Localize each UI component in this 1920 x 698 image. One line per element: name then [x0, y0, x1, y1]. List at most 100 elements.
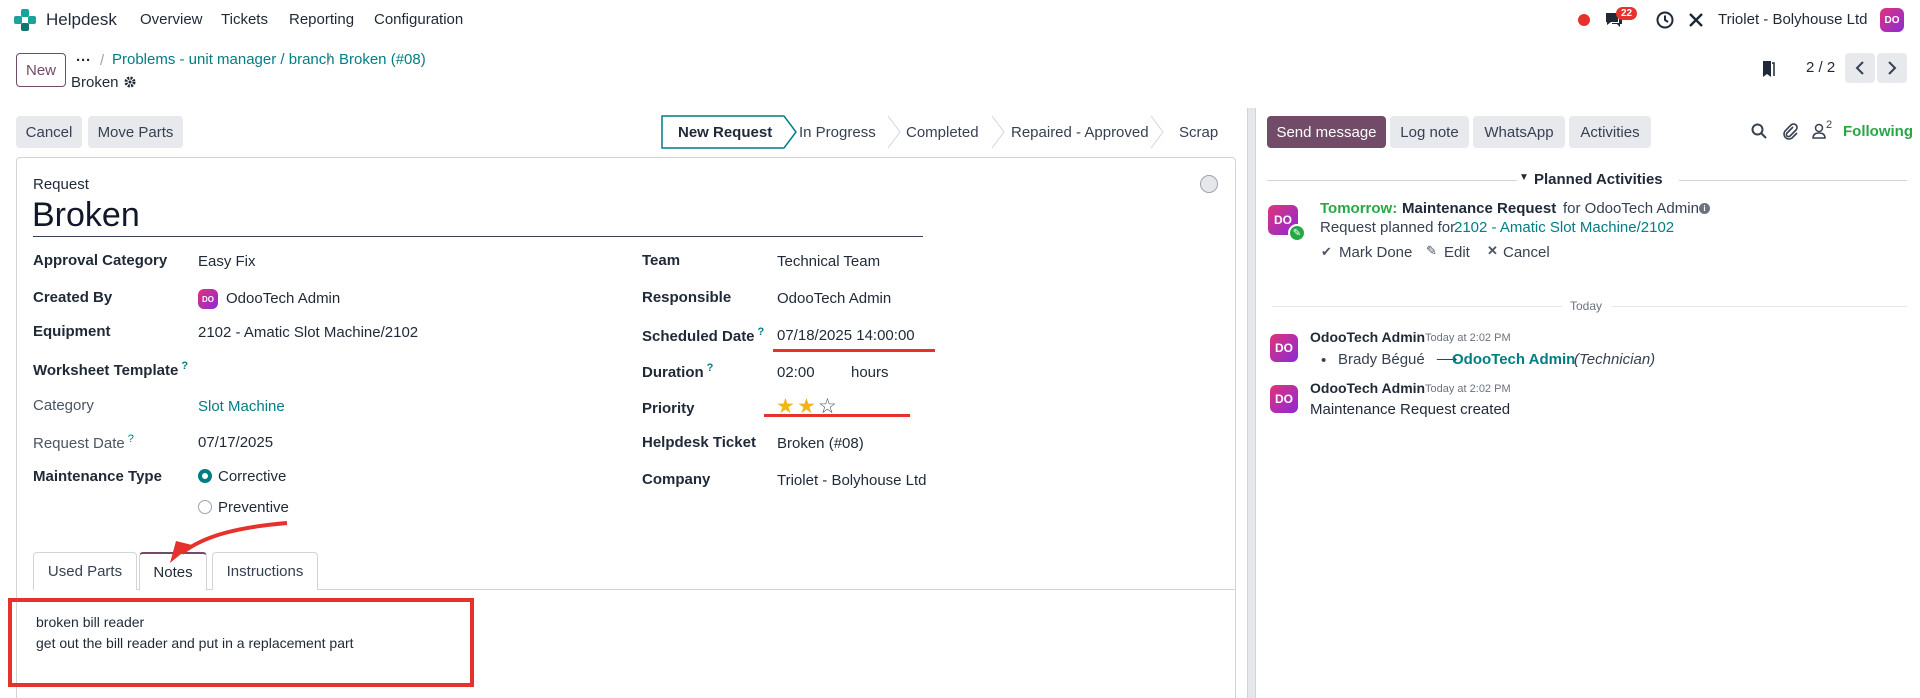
tabs-baseline	[33, 589, 1235, 590]
notes-editor[interactable]: broken bill reader get out the bill read…	[36, 612, 436, 654]
tab-used-parts[interactable]: Used Parts	[33, 552, 137, 590]
message-time: Today at 2:02 PM	[1425, 383, 1511, 395]
planned-divider-left	[1267, 180, 1517, 181]
company-value[interactable]: Triolet - Bolyhouse Ltd	[777, 472, 927, 489]
tools-icon[interactable]	[1687, 11, 1705, 29]
duration-unit: hours	[851, 364, 889, 381]
approval-category-value[interactable]: Easy Fix	[198, 253, 256, 270]
help-icon[interactable]: ?	[127, 433, 134, 445]
cancel-activity-button[interactable]: Cancel	[1503, 244, 1550, 261]
message-avatar[interactable]: DO	[1270, 334, 1298, 362]
cancel-button[interactable]: Cancel	[16, 116, 82, 148]
company-switcher[interactable]: Triolet - Bolyhouse Ltd	[1718, 11, 1868, 28]
breadcrumb-problems[interactable]: Problems - unit manager / branch	[112, 51, 335, 68]
radio-corrective-label[interactable]: Corrective	[218, 468, 287, 485]
message-author[interactable]: OdooTech Admin	[1310, 380, 1426, 396]
new-button[interactable]: New	[16, 53, 66, 87]
request-date-value[interactable]: 07/17/2025	[198, 434, 274, 451]
stage-completed[interactable]: Completed	[906, 123, 979, 141]
pager-next-button[interactable]	[1877, 53, 1907, 83]
helpdesk-logo-icon[interactable]	[14, 9, 36, 31]
stage-in-progress[interactable]: In Progress	[799, 123, 876, 141]
pager-prev-button[interactable]	[1845, 53, 1875, 83]
annotation-arrow	[170, 521, 288, 563]
bullet-icon: •	[1321, 352, 1327, 369]
priority-label: Priority	[642, 400, 695, 417]
stage-new-request[interactable]: New Request	[678, 123, 773, 141]
menu-reporting[interactable]: Reporting	[289, 11, 355, 28]
priority-toggle-circle[interactable]	[1200, 175, 1218, 193]
menu-overview[interactable]: Overview	[140, 11, 203, 28]
pager-value[interactable]: 2 / 2	[1806, 59, 1836, 76]
planned-divider-right	[1679, 180, 1907, 181]
notes-line-1: broken bill reader	[36, 614, 145, 630]
created-by-value[interactable]: OdooTech Admin	[226, 290, 341, 307]
menu-configuration[interactable]: Configuration	[374, 11, 464, 28]
menu-tickets[interactable]: Tickets	[221, 11, 268, 28]
stage-repaired-approved[interactable]: Repaired - Approved	[1011, 123, 1149, 141]
duration-label: Duration?	[642, 362, 714, 381]
radio-corrective[interactable]	[198, 469, 212, 483]
scheduled-date-value[interactable]: 07/18/2025 14:00:00	[777, 327, 915, 344]
message-avatar[interactable]: DO	[1270, 385, 1298, 413]
app-name[interactable]: Helpdesk	[46, 10, 117, 29]
following-button[interactable]: Following	[1843, 123, 1913, 140]
priority-star-1[interactable]: ★	[776, 395, 795, 418]
activity-avatar: DO	[1268, 205, 1298, 235]
planned-activities-title[interactable]: Planned Activities	[1534, 171, 1663, 188]
message-author[interactable]: OdooTech Admin	[1310, 329, 1426, 345]
priority-star-3[interactable]: ☆	[818, 395, 837, 418]
tab-notes[interactable]: Notes	[139, 552, 207, 591]
caret-down-icon[interactable]: ▼	[1519, 172, 1529, 183]
request-title-input[interactable]: Broken	[32, 196, 140, 234]
log-note-button[interactable]: Log note	[1390, 116, 1469, 148]
activity-name: Maintenance Request	[1402, 200, 1557, 217]
paperclip-icon[interactable]	[1782, 122, 1798, 140]
scheduled-date-label: Scheduled Date?	[642, 326, 765, 345]
info-icon[interactable]: i	[1699, 203, 1710, 214]
created-by-avatar: DO	[198, 289, 218, 309]
help-icon[interactable]: ?	[706, 362, 714, 374]
send-message-button[interactable]: Send message	[1267, 116, 1386, 148]
activity-type-badge-icon: ✎	[1288, 224, 1306, 242]
record-name: Broken	[71, 74, 119, 91]
stage-scrap[interactable]: Scrap	[1179, 123, 1219, 141]
user-avatar[interactable]: DO	[1880, 8, 1904, 32]
chatter-splitter[interactable]	[1247, 108, 1256, 698]
responsible-value[interactable]: OdooTech Admin	[777, 290, 892, 307]
breadcrumb-more-icon[interactable]: ···	[76, 52, 91, 69]
recording-indicator-icon[interactable]	[1578, 14, 1590, 26]
radio-preventive-label[interactable]: Preventive	[218, 499, 289, 516]
priority-star-2[interactable]: ★	[797, 395, 816, 418]
form-sheet	[16, 157, 1236, 698]
duration-value[interactable]: 02:00	[777, 364, 815, 381]
whatsapp-button[interactable]: WhatsApp	[1473, 116, 1565, 148]
category-value[interactable]: Slot Machine	[198, 398, 285, 415]
company-label: Company	[642, 471, 711, 488]
activity-planned-prefix: Request planned for	[1320, 219, 1456, 236]
help-icon[interactable]: ?	[757, 326, 765, 338]
bookmark-icon[interactable]	[1760, 60, 1776, 78]
clock-icon[interactable]	[1656, 11, 1674, 29]
message-body: Maintenance Request created	[1310, 401, 1511, 418]
check-icon: ✔	[1321, 244, 1332, 259]
activity-for: for OdooTech Admin	[1563, 200, 1699, 217]
team-value[interactable]: Technical Team	[777, 253, 881, 270]
followers-icon[interactable]	[1812, 123, 1826, 139]
activity-planned-link[interactable]: 2102 - Amatic Slot Machine/2102	[1454, 219, 1675, 236]
search-icon[interactable]	[1751, 123, 1767, 139]
activity-when: Tomorrow:	[1320, 200, 1398, 217]
tab-instructions[interactable]: Instructions	[212, 552, 318, 590]
top-navbar: Helpdesk Overview Tickets Reporting Conf…	[0, 0, 1920, 40]
helpdesk-ticket-value[interactable]: Broken (#08)	[777, 435, 864, 452]
gear-icon[interactable]	[123, 75, 137, 89]
edit-button[interactable]: Edit	[1444, 244, 1470, 261]
help-icon[interactable]: ?	[181, 360, 189, 372]
radio-preventive[interactable]	[198, 500, 212, 514]
responsible-label: Responsible	[642, 289, 732, 306]
move-parts-button[interactable]: Move Parts	[88, 116, 183, 148]
equipment-value[interactable]: 2102 - Amatic Slot Machine/2102	[198, 324, 419, 341]
activities-button[interactable]: Activities	[1569, 116, 1651, 148]
mark-done-button[interactable]: Mark Done	[1339, 244, 1413, 261]
breadcrumb-ticket[interactable]: Broken (#08)	[339, 51, 426, 68]
